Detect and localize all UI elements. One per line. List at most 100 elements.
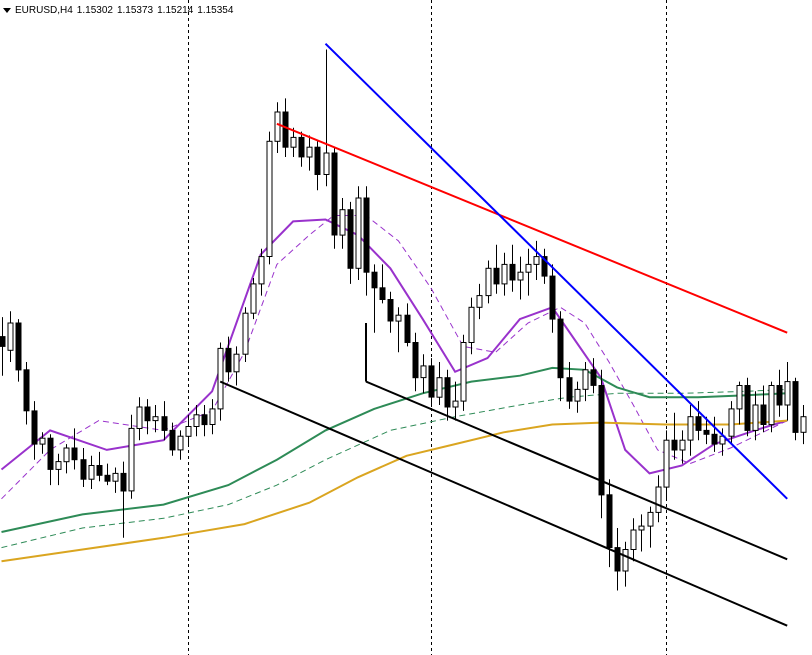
candle-body-0 [0, 336, 6, 347]
candle-body-47 [379, 287, 386, 300]
candle-body-37 [298, 136, 305, 158]
candle-body-75 [606, 494, 613, 548]
candle-body-51 [412, 342, 419, 379]
ohlc-low: 1.15214 [157, 5, 194, 16]
candle-body-29 [233, 353, 240, 373]
candle-body-40 [323, 152, 330, 175]
candle-body-90 [728, 408, 735, 437]
candle-body-59 [476, 295, 483, 308]
candle-body-34 [274, 111, 281, 142]
candle-body-9 [71, 447, 78, 461]
candle-body-23 [185, 426, 192, 437]
candle-body-98 [792, 381, 799, 433]
candle-body-48 [387, 299, 394, 322]
candle-body-15 [120, 472, 127, 492]
candle-body-88 [711, 433, 718, 445]
candle-body-87 [703, 429, 710, 435]
candle-body-42 [339, 209, 346, 236]
candle-body-53 [428, 365, 435, 398]
candle-body-46 [371, 271, 378, 289]
candle-body-25 [201, 414, 208, 426]
trendlines [219, 42, 788, 627]
candle-body-68 [549, 275, 556, 320]
candle-body-58 [468, 306, 475, 343]
candle-body-79 [638, 525, 645, 531]
candle-body-91 [736, 385, 743, 410]
candle-body-49 [395, 314, 402, 322]
candle-body-41 [331, 152, 338, 236]
candle-body-64 [517, 271, 524, 281]
candle-body-93 [752, 404, 759, 431]
candle-body-11 [88, 465, 95, 480]
candle-body-80 [647, 511, 654, 527]
candle-body-30 [242, 312, 249, 355]
candle-body-32 [258, 256, 265, 285]
candle-body-6 [47, 437, 54, 470]
candle-body-1 [7, 322, 14, 351]
candle-body-81 [655, 486, 662, 513]
trendline-3 [365, 380, 788, 561]
candle-body-72 [582, 369, 589, 390]
period-separators [188, 0, 667, 655]
candle-body-69 [557, 318, 564, 379]
candle-body-20 [161, 416, 168, 431]
candle-body-24 [193, 414, 200, 427]
candle-body-61 [493, 267, 500, 285]
candle-body-17 [136, 406, 143, 429]
candle-body-84 [679, 439, 686, 451]
candle-body-96 [776, 385, 783, 406]
candle-body-65 [525, 263, 532, 273]
candle-body-54 [436, 377, 443, 398]
candle-body-74 [598, 385, 605, 496]
candle-body-70 [566, 377, 573, 402]
candle-body-52 [420, 365, 427, 379]
candle-body-16 [128, 427, 135, 492]
candle-body-14 [112, 472, 119, 482]
candle-body-19 [152, 416, 159, 422]
candle-body-92 [744, 385, 751, 431]
dropdown-triangle-icon[interactable] [3, 8, 11, 13]
candle-body-44 [355, 197, 362, 269]
candle-body-60 [485, 267, 492, 297]
candle-body-33 [266, 140, 273, 257]
candle-body-56 [452, 400, 459, 408]
candle-body-86 [695, 416, 702, 431]
candle-body-95 [768, 385, 775, 426]
candle-body-31 [250, 283, 257, 314]
candle-body-94 [760, 404, 767, 425]
candle-body-71 [574, 388, 581, 402]
candle-body-12 [96, 465, 103, 476]
candle-body-27 [217, 347, 224, 410]
candle-body-13 [104, 474, 111, 482]
candle-body-22 [177, 435, 184, 451]
moving-average-4 [1, 419, 788, 563]
candle-body-57 [460, 342, 467, 402]
trendline-0 [276, 122, 788, 334]
candle-body-50 [404, 314, 411, 344]
candle-body-62 [501, 263, 508, 285]
trendline-2 [219, 380, 788, 627]
candle-body-36 [290, 136, 297, 148]
moving-average-0 [0, 218, 788, 475]
candle-body-4 [31, 410, 38, 445]
candle-body-38 [306, 146, 313, 158]
ohlc-open: 1.15302 [76, 5, 113, 16]
trendline-1 [324, 42, 788, 500]
candle-body-43 [347, 209, 354, 269]
candle-body-63 [509, 263, 516, 281]
ohlc-close: 1.15354 [197, 5, 234, 16]
candle-body-2 [15, 322, 22, 371]
ohlc-high: 1.15373 [116, 5, 154, 16]
candle-body-73 [590, 369, 597, 386]
candle-body-67 [541, 256, 548, 277]
candle-body-3 [23, 369, 30, 412]
candle-body-39 [314, 146, 321, 175]
candle-body-21 [169, 429, 176, 451]
candle-body-76 [614, 547, 621, 572]
moving-average-2 [1, 366, 788, 533]
candle-body-5 [39, 437, 46, 445]
candles [0, 49, 807, 591]
candle-body-7 [55, 461, 62, 470]
candle-body-35 [282, 111, 289, 148]
